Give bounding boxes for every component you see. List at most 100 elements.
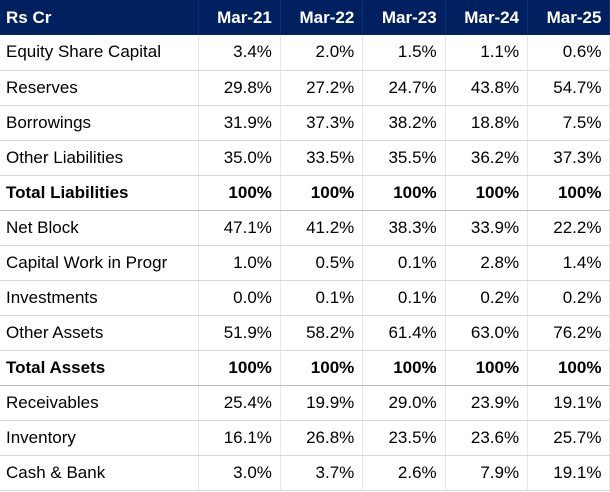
row-value: 0.2% [445,280,529,316]
row-label: Net Block [0,210,199,246]
table-row: Other Liabilities 35.0% 33.5% 35.5% 36.2% 37.… [0,140,610,176]
row-value: 25.4% [198,385,281,421]
table-row: Receivables 25.4% 19.9% 29.0% 23.9% 19.1% [0,385,610,421]
header-year-column: Mar-21 [198,0,281,35]
header-label-column: Rs Cr [0,0,199,35]
row-value: 0.1% [362,245,446,281]
row-value: 24.7% [362,70,446,106]
row-label: Capital Work in Progr [0,245,199,281]
row-value: 35.5% [362,140,446,176]
row-value: 100% [280,350,364,386]
row-value: 0.2% [527,280,610,316]
row-value: 37.3% [280,105,364,141]
table-row: Inventory 16.1% 26.8% 23.5% 23.6% 25.7% [0,420,610,456]
row-value: 36.2% [445,140,529,176]
row-label: Total Assets [0,350,199,386]
row-label: Receivables [0,385,199,421]
header-year-column: Mar-23 [362,0,446,35]
row-value: 3.0% [198,455,281,491]
row-value: 29.8% [198,70,281,106]
row-value: 33.5% [280,140,364,176]
row-value: 1.0% [198,245,281,281]
row-value: 2.6% [362,455,446,491]
row-value: 0.1% [362,280,446,316]
row-value: 43.8% [445,70,529,106]
table-header-row: Rs Cr Mar-21 Mar-22 Mar-23 Mar-24 Mar-25 [0,0,610,35]
row-value: 100% [280,175,364,211]
row-label: Inventory [0,420,199,456]
row-value: 19.9% [280,385,364,421]
row-value: 100% [445,175,529,211]
row-value: 38.3% [362,210,446,246]
total-row: Total Assets 100% 100% 100% 100% 100% [0,350,610,386]
row-value: 27.2% [280,70,364,106]
row-label: Borrowings [0,105,199,141]
row-value: 2.8% [445,245,529,281]
row-value: 51.9% [198,315,281,351]
table-row: Investments 0.0% 0.1% 0.1% 0.2% 0.2% [0,280,610,316]
row-label: Total Liabilities [0,175,199,211]
row-value: 41.2% [280,210,364,246]
row-value: 23.5% [362,420,446,456]
row-value: 19.1% [527,385,610,421]
row-value: 37.3% [527,140,610,176]
table-row: Net Block 47.1% 41.2% 38.3% 33.9% 22.2% [0,210,610,246]
row-value: 76.2% [527,315,610,351]
row-value: 100% [198,175,281,211]
row-value: 1.5% [362,35,446,71]
header-year-column: Mar-22 [280,0,364,35]
row-value: 0.5% [280,245,364,281]
row-value: 58.2% [280,315,364,351]
row-value: 0.0% [198,280,281,316]
row-label: Equity Share Capital [0,35,199,71]
row-value: 33.9% [445,210,529,246]
row-value: 100% [527,175,610,211]
row-value: 18.8% [445,105,529,141]
row-label: Reserves [0,70,199,106]
row-value: 25.7% [527,420,610,456]
table-row: Borrowings 31.9% 37.3% 38.2% 18.8% 7.5% [0,105,610,141]
total-row: Total Liabilities 100% 100% 100% 100% 100% [0,175,610,211]
table-row: Cash & Bank 3.0% 3.7% 2.6% 7.9% 19.1% [0,455,610,491]
row-value: 23.9% [445,385,529,421]
table-row: Other Assets 51.9% 58.2% 61.4% 63.0% 76.2% [0,315,610,351]
row-value: 7.9% [445,455,529,491]
table-row: Equity Share Capital 3.4% 2.0% 1.5% 1.1% 0.6% [0,35,610,71]
row-value: 7.5% [527,105,610,141]
row-value: 1.1% [445,35,529,71]
row-value: 31.9% [198,105,281,141]
table-body: Equity Share Capital 3.4% 2.0% 1.5% 1.1% 0.6%… [0,35,610,491]
row-value: 47.1% [198,210,281,246]
row-value: 63.0% [445,315,529,351]
row-value: 16.1% [198,420,281,456]
row-value: 23.6% [445,420,529,456]
row-value: 0.6% [527,35,610,71]
row-value: 54.7% [527,70,610,106]
row-value: 100% [445,350,529,386]
row-value: 61.4% [362,315,446,351]
row-value: 100% [362,175,446,211]
row-value: 35.0% [198,140,281,176]
row-value: 29.0% [362,385,446,421]
row-value: 1.4% [527,245,610,281]
row-value: 26.8% [280,420,364,456]
row-value: 100% [527,350,610,386]
header-year-column: Mar-24 [445,0,529,35]
row-value: 19.1% [527,455,610,491]
row-value: 22.2% [527,210,610,246]
row-label: Other Liabilities [0,140,199,176]
table-row: Capital Work in Progr 1.0% 0.5% 0.1% 2.8% 1.4… [0,245,610,281]
row-label: Investments [0,280,199,316]
row-value: 100% [198,350,281,386]
row-value: 3.4% [198,35,281,71]
row-value: 3.7% [280,455,364,491]
row-value: 0.1% [280,280,364,316]
row-value: 38.2% [362,105,446,141]
row-label: Other Assets [0,315,199,351]
table-row: Reserves 29.8% 27.2% 24.7% 43.8% 54.7% [0,70,610,106]
row-label: Cash & Bank [0,455,199,491]
row-value: 100% [362,350,446,386]
header-year-column: Mar-25 [527,0,610,35]
row-value: 2.0% [280,35,364,71]
